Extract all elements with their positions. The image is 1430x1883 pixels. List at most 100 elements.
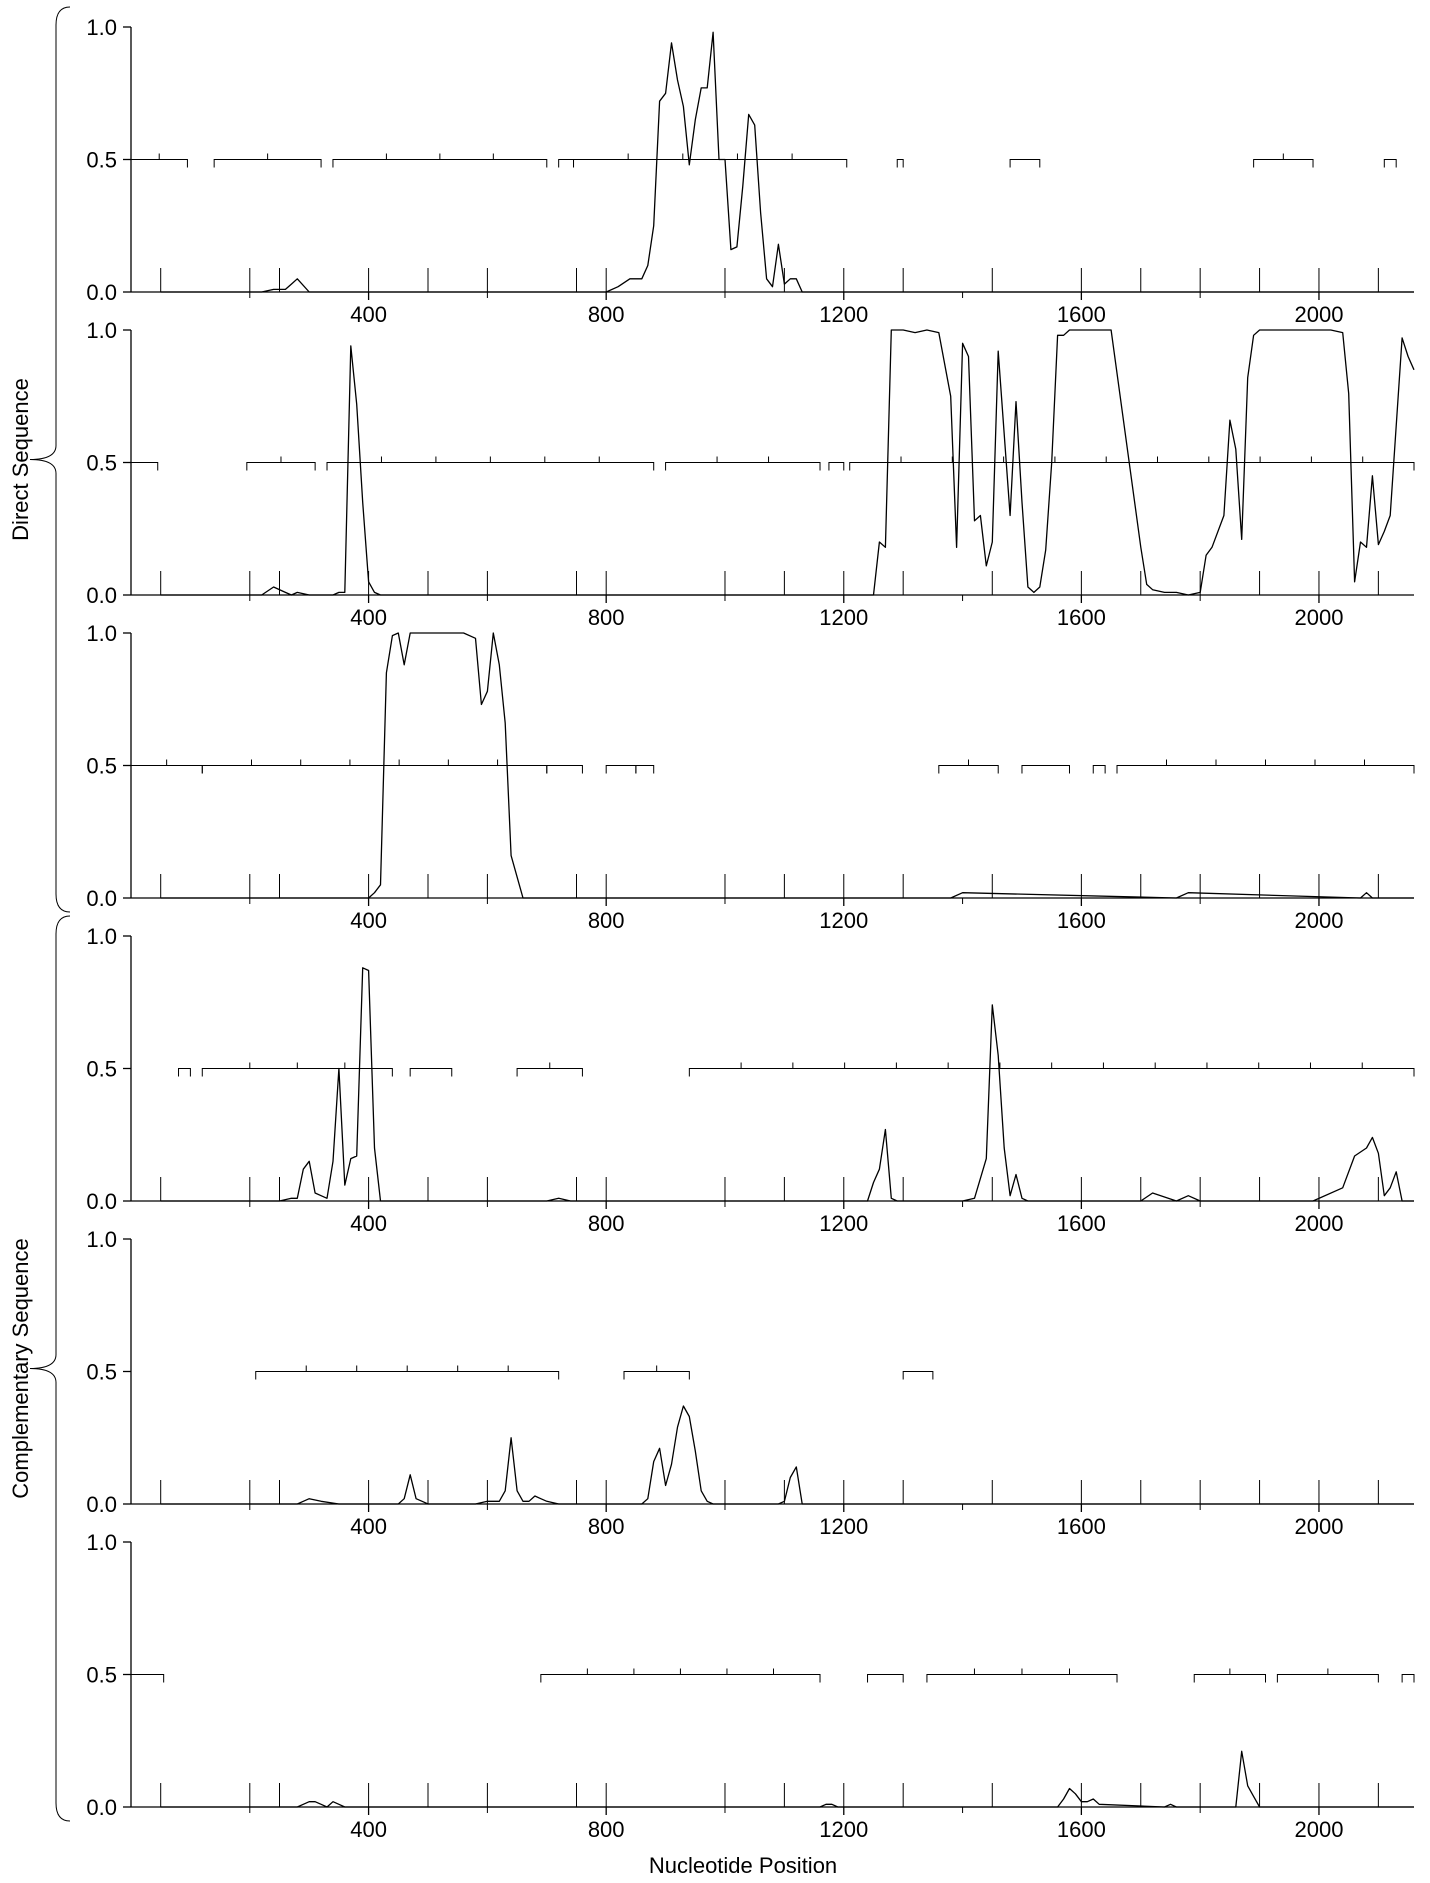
panel-3: 0.0 0.5 1.0 400 800 1200 1600 2000 [86,621,1415,933]
segment-bracket [130,159,188,168]
segment-bracket [246,462,316,471]
y-tick-label: 0.5 [86,1360,117,1385]
x-tick-label: 800 [588,1514,625,1539]
x-tick-label: 400 [350,1817,387,1842]
segment-bracket [130,462,159,471]
series-line [160,1405,1414,1505]
x-tick-label: 800 [588,605,625,630]
series-line [160,967,1414,1202]
y-tick-label: 0.0 [86,280,117,305]
segment-bracket [130,765,203,774]
panels: 0.0 0.5 1.0 400 800 1200 1600 2000 0.0 0.5 1.0 400 8… [86,15,1415,1842]
segment-bracket [688,1068,1415,1077]
series-line [160,31,1414,293]
segment-bracket [867,1674,904,1683]
group-label: Complementary Sequence [8,1238,33,1498]
y-tick-label: 0.0 [86,583,117,608]
segment-bracket [1092,765,1106,774]
series-line [160,329,1415,596]
group-1: Direct Sequence [8,6,71,913]
segment-bracket [516,1068,583,1077]
y-tick-label: 0.0 [86,1189,117,1214]
segment-bracket [558,159,575,168]
x-tick-label: 400 [350,908,387,933]
y-tick-label: 1.0 [86,621,117,646]
x-tick-label: 1200 [819,302,868,327]
brace-path [29,6,71,913]
segment-bracket [213,159,322,168]
y-tick-label: 1.0 [86,318,117,343]
segment-bracket [926,1674,1118,1683]
panel-6: 0.0 0.5 1.0 400 800 1200 1600 2000 [86,1530,1415,1842]
x-tick-label: 2000 [1294,1514,1343,1539]
segment-bracket [332,159,548,168]
y-tick-label: 0.5 [86,754,117,779]
y-tick-label: 0.5 [86,1057,117,1082]
x-tick-label: 400 [350,605,387,630]
segment-bracket [1383,159,1397,168]
panel-2: 0.0 0.5 1.0 400 800 1200 1600 2000 [86,318,1415,630]
y-tick-label: 0.0 [86,1492,117,1517]
y-tick-label: 1.0 [86,1530,117,1555]
y-tick-label: 1.0 [86,924,117,949]
segment-bracket [409,1068,453,1077]
segment-bracket [255,1371,560,1380]
group-braces: Direct Sequence Complementary Sequence [8,6,71,1822]
segment-bracket [201,1068,393,1077]
segment-bracket [573,159,848,168]
y-tick-label: 1.0 [86,1227,117,1252]
y-tick-label: 0.5 [86,1663,117,1688]
segment-bracket [1021,765,1070,774]
brace-path [29,915,71,1822]
x-tick-label: 1600 [1057,605,1106,630]
x-tick-label: 2000 [1294,908,1343,933]
x-tick-label: 800 [588,302,625,327]
x-tick-label: 800 [588,908,625,933]
x-tick-label: 2000 [1294,302,1343,327]
x-tick-label: 1600 [1057,1211,1106,1236]
segment-bracket [326,462,655,471]
segment-bracket [1276,1674,1379,1683]
segment-bracket [130,1674,165,1683]
x-tick-label: 1200 [819,908,868,933]
segment-bracket [605,765,637,774]
segment-bracket [1193,1674,1266,1683]
x-tick-label: 2000 [1294,1211,1343,1236]
x-tick-label: 1200 [819,1817,868,1842]
segment-bracket [546,765,583,774]
x-tick-label: 2000 [1294,605,1343,630]
y-tick-label: 0.0 [86,886,117,911]
y-tick-label: 0.0 [86,1795,117,1820]
segment-bracket [178,1068,191,1077]
segment-bracket [1009,159,1041,168]
y-tick-label: 1.0 [86,15,117,40]
segment-bracket [849,462,1415,471]
panel-4: 0.0 0.5 1.0 400 800 1200 1600 2000 [86,924,1415,1236]
segment-bracket [665,462,821,471]
segment-bracket [201,765,548,774]
x-tick-label: 800 [588,1211,625,1236]
x-tick-label: 1200 [819,1514,868,1539]
x-tick-label: 400 [350,302,387,327]
x-tick-label: 400 [350,1514,387,1539]
x-tick-label: 1200 [819,1211,868,1236]
group-2: Complementary Sequence [8,915,71,1822]
panel-1: 0.0 0.5 1.0 400 800 1200 1600 2000 [86,15,1414,327]
segment-bracket [635,765,655,774]
x-tick-label: 1600 [1057,1817,1106,1842]
x-tick-label: 2000 [1294,1817,1343,1842]
x-tick-label: 800 [588,1817,625,1842]
x-tick-label: 1600 [1057,908,1106,933]
segment-bracket [896,159,904,168]
series-line [160,1750,1414,1808]
y-tick-label: 0.5 [86,148,117,173]
segment-bracket [902,1371,934,1380]
segment-bracket [1253,159,1314,168]
segment-bracket [938,765,999,774]
x-tick-label: 1200 [819,605,868,630]
x-tick-label: 1600 [1057,1514,1106,1539]
segment-bracket [540,1674,821,1683]
series-line [160,632,1414,899]
panel-5: 0.0 0.5 1.0 400 800 1200 1600 2000 [86,1227,1414,1539]
